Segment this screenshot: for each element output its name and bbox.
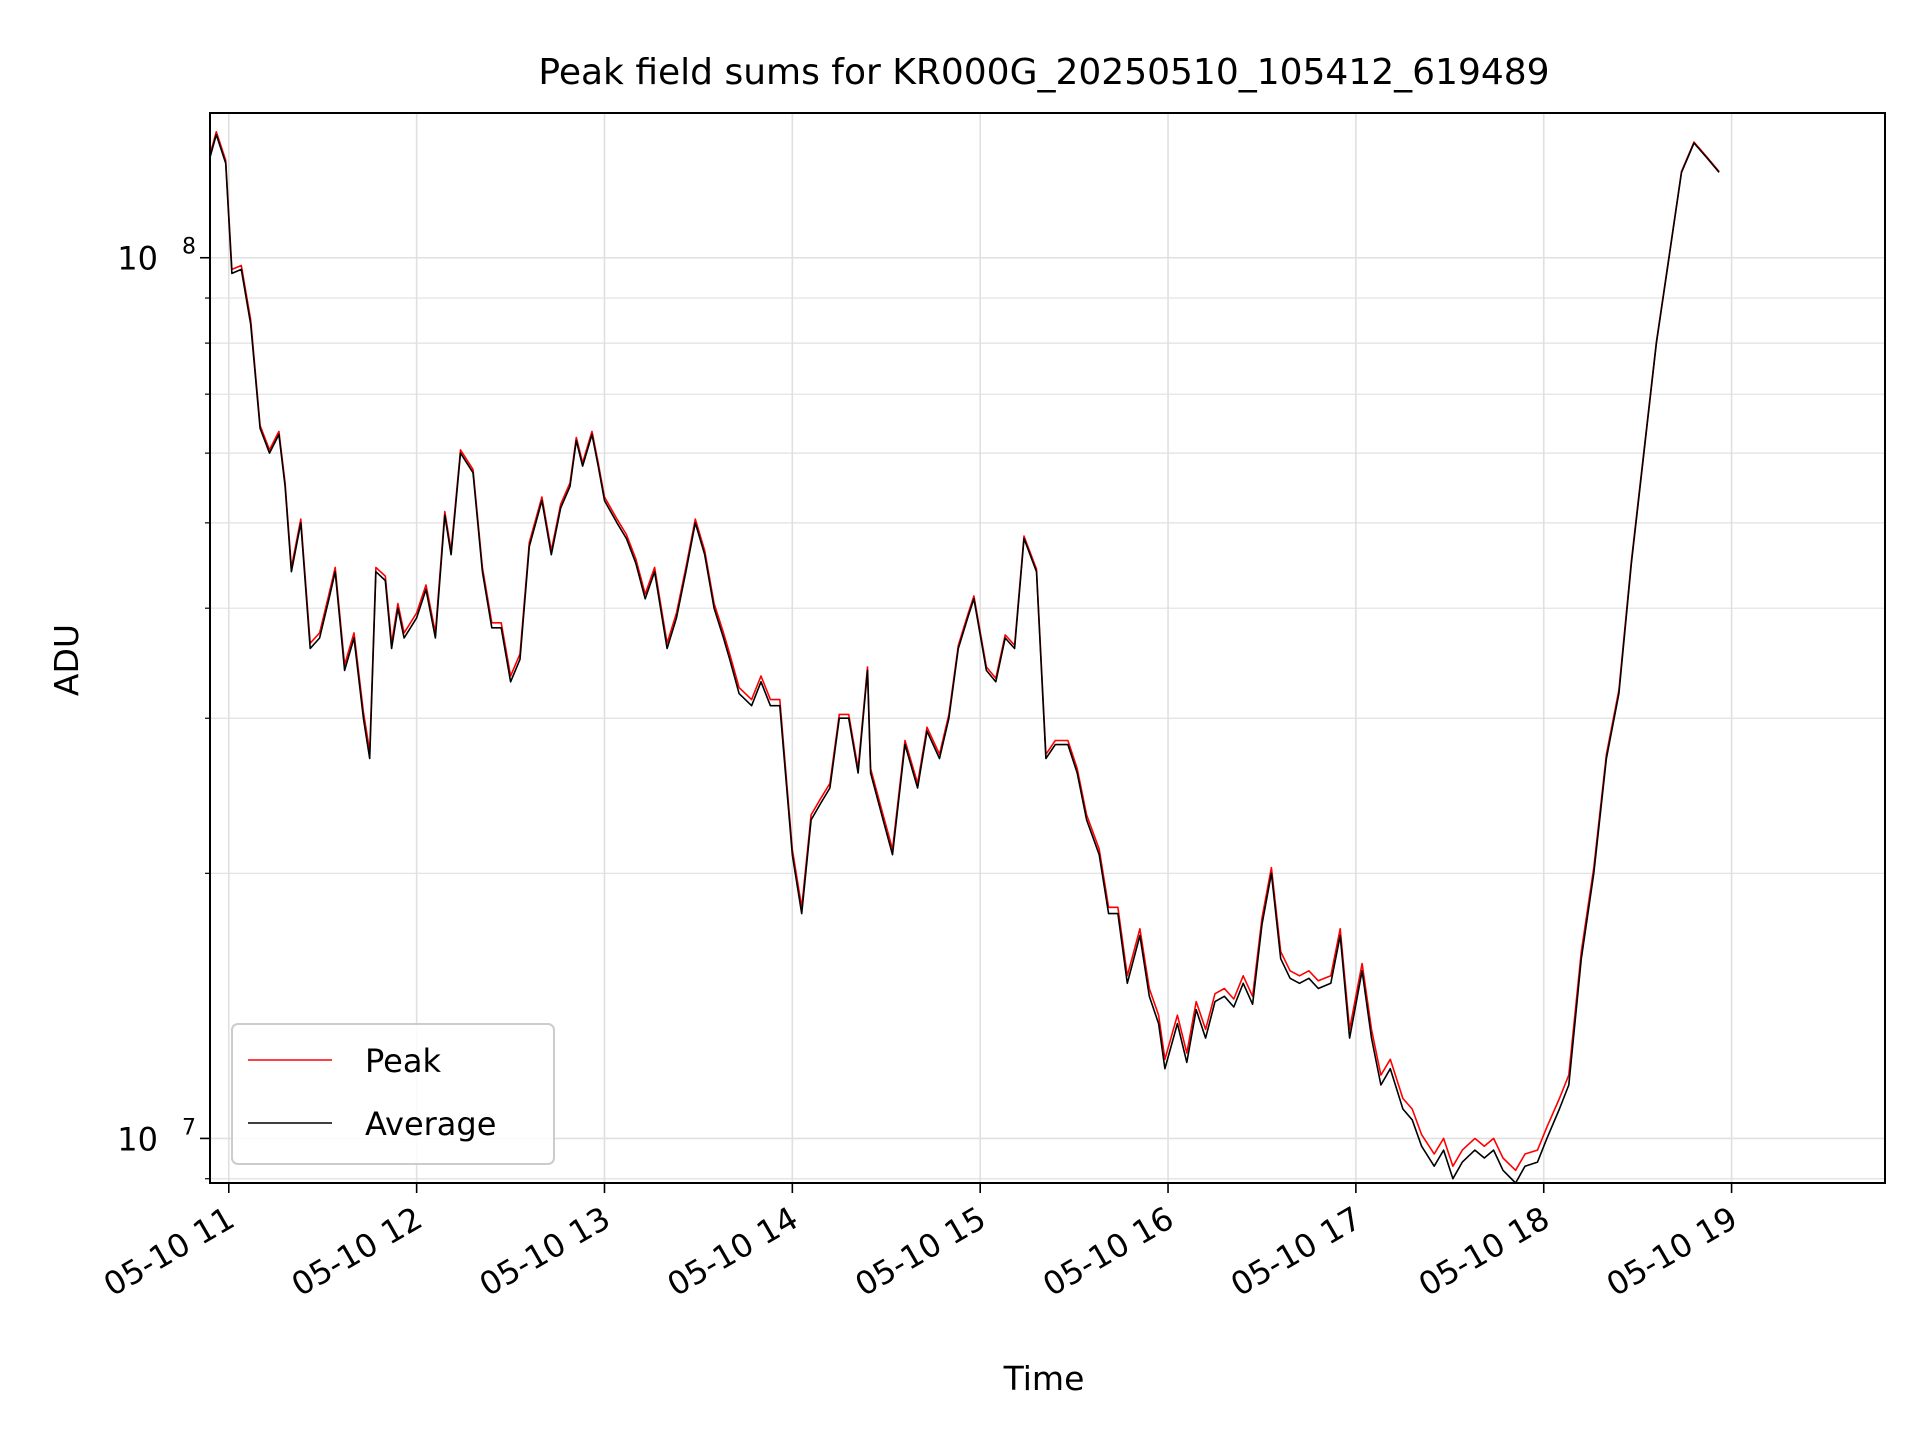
legend: Peak Average [231, 1023, 555, 1165]
series-line-average [209, 133, 1720, 1184]
y-tick-label: 10 7 [117, 1115, 196, 1158]
y-axis-label: ADU [47, 624, 86, 696]
plot-frame [209, 112, 1886, 1184]
series-line-peak [209, 131, 1720, 1172]
grid [210, 113, 1885, 1183]
legend-label-average: Average [365, 1105, 496, 1143]
legend-box [231, 1023, 555, 1165]
y-tick-label: 10 8 [117, 235, 196, 278]
plot-lines [209, 131, 1720, 1184]
x-axis-label: Time [1003, 1359, 1085, 1398]
legend-label-peak: Peak [365, 1042, 441, 1080]
chart-title: Peak field sums for KR000G_20250510_1054… [538, 52, 1549, 93]
